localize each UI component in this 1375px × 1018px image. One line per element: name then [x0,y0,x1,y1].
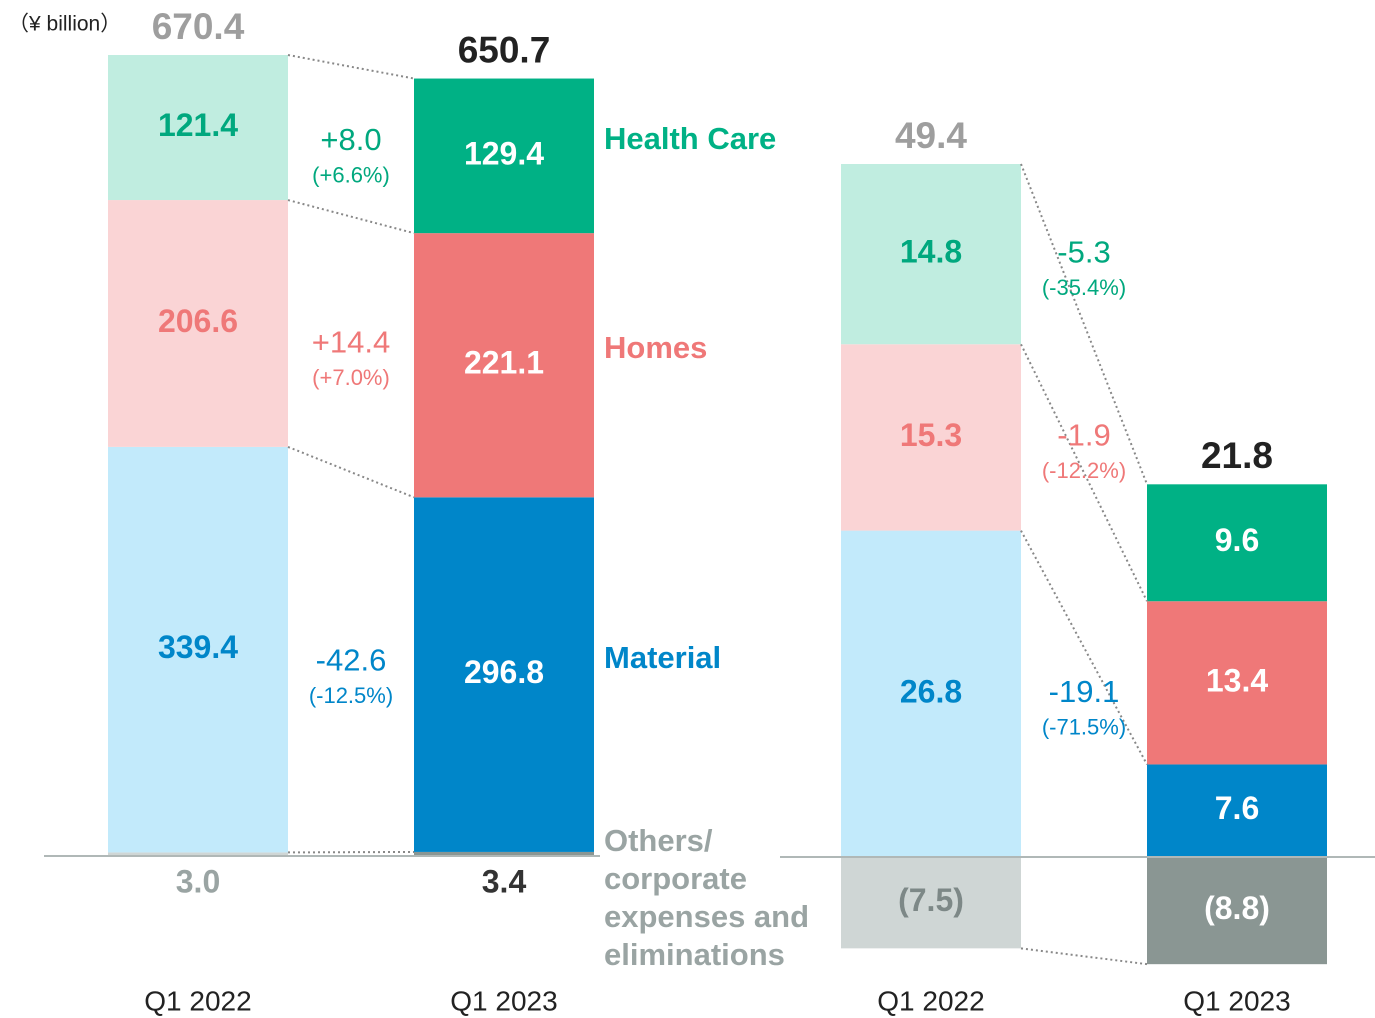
connector [1020,163,1148,485]
legend-label: Health Care [604,120,777,156]
total-label: 650.7 [458,29,551,70]
data-label: 296.8 [464,654,544,690]
data-label: 14.8 [900,234,962,270]
bar-segment [414,233,594,498]
data-label: 221.1 [464,345,544,381]
change-label: -19.1 [1049,674,1120,709]
total-label: 670.4 [152,6,245,47]
x-tick-label: Q1 2022 [144,985,251,1016]
bar-segment [414,78,594,234]
bar-segment [841,164,1021,345]
connector [287,445,415,499]
bar-segment [1147,601,1327,765]
bar-segment [841,530,1021,857]
data-label: 7.6 [1215,790,1259,826]
change-pct-label: (+6.6%) [312,162,390,187]
change-label: +14.4 [312,325,390,360]
total-label: 49.4 [895,115,967,156]
data-label: 13.4 [1206,662,1268,698]
bar-segment [841,857,1021,949]
bar-segment [1147,484,1327,602]
x-tick-label: Q1 2022 [877,985,984,1016]
change-pct-label: (-35.4%) [1042,275,1126,300]
legend-label: Material [604,639,722,675]
data-label: 3.4 [482,863,527,899]
x-tick-label: Q1 2023 [450,985,557,1016]
bar-segment [414,497,594,852]
data-label: 15.3 [900,417,962,453]
data-label: 3.0 [176,863,220,899]
total-label: 21.8 [1201,435,1273,476]
bar-segment [108,55,288,201]
data-label: (7.5) [898,882,964,918]
change-label: -1.9 [1057,418,1110,453]
data-label: (8.8) [1204,890,1270,926]
legend-label: Homes [604,330,708,366]
bar-segment [108,852,288,856]
legend-label: Others/ corporate expenses and eliminati… [604,823,810,972]
bar-segment [108,200,288,447]
bar-segment [1147,764,1327,857]
data-label: 206.6 [158,303,238,339]
bar-segment [1147,857,1327,965]
bar-segment [414,851,594,856]
connector [1020,947,1148,966]
change-pct-label: (-71.5%) [1042,715,1126,740]
data-label: 129.4 [464,135,544,171]
change-label: -42.6 [316,642,387,677]
change-pct-label: (+7.0%) [312,365,390,390]
data-label: 339.4 [158,629,238,665]
change-pct-label: (-12.2%) [1042,458,1126,483]
change-pct-label: (-12.5%) [309,683,393,708]
data-label: 9.6 [1215,522,1259,558]
data-label: 26.8 [900,673,962,709]
bar-segment [841,344,1021,531]
connector [287,199,415,235]
change-label: +8.0 [320,122,381,157]
connector [1020,530,1148,765]
x-tick-label: Q1 2023 [1183,985,1290,1016]
bar-segment [108,446,288,853]
change-label: -5.3 [1057,234,1110,269]
unit-label: （¥ billion） [8,13,121,36]
connector [287,54,415,80]
data-label: 121.4 [158,107,238,143]
